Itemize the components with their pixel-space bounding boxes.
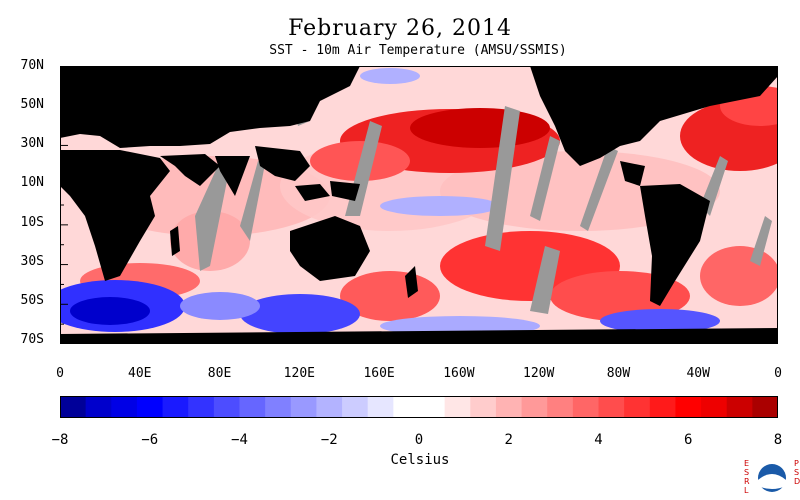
- longitude-label: 0: [774, 366, 782, 381]
- logo-letter: R: [744, 477, 750, 486]
- color-scale-tick-label: 0: [414, 432, 424, 448]
- land-masses: [60, 66, 778, 344]
- longitude-label: 80W: [606, 366, 631, 381]
- color-swatch: [290, 396, 317, 418]
- color-swatch: [624, 396, 651, 418]
- color-swatch: [598, 396, 625, 418]
- color-scale-tick-label: −2: [320, 432, 338, 448]
- longitude-label: 160W: [443, 366, 475, 381]
- color-scale-tick-label: 8: [773, 432, 783, 448]
- color-scale-tick-label: 6: [684, 432, 693, 448]
- longitude-label: 0: [56, 366, 64, 381]
- color-swatch: [316, 396, 343, 418]
- longitude-label: 80E: [207, 366, 232, 381]
- color-swatch: [701, 396, 728, 418]
- latitude-label: 50N: [20, 97, 44, 113]
- color-swatch: [495, 396, 523, 418]
- color-swatch: [342, 396, 369, 418]
- color-swatch: [444, 396, 471, 418]
- color-swatch: [367, 396, 394, 418]
- color-swatch: [265, 396, 292, 418]
- longitude-label: 40E: [128, 366, 152, 381]
- longitude-label: 160E: [363, 366, 395, 381]
- color-swatch: [60, 396, 87, 418]
- color-swatch: [649, 396, 676, 418]
- color-swatch: [188, 396, 215, 418]
- color-scale-tick-label: −8: [51, 432, 69, 448]
- latitude-label: 50S: [20, 292, 44, 308]
- logo-letter: D: [794, 477, 800, 486]
- color-swatch: [136, 396, 164, 418]
- map-title: February 26, 2014: [288, 16, 512, 41]
- color-swatch: [470, 396, 497, 418]
- color-swatch: [675, 396, 702, 418]
- units-label: Celsius: [390, 452, 450, 468]
- color-scale-tick-label: 2: [504, 432, 513, 448]
- longitude-label: 40W: [686, 366, 710, 381]
- color-swatch: [393, 396, 420, 418]
- color-scale-bar: [60, 396, 778, 418]
- latitude-label: 10N: [20, 175, 44, 191]
- sst-anomaly-map: [60, 66, 778, 344]
- color-swatch: [521, 396, 548, 418]
- noaa-esrl-logo: E S R L P S D: [744, 459, 800, 495]
- longitude-label: 120W: [523, 366, 555, 381]
- color-swatch: [162, 396, 189, 418]
- color-swatch: [239, 396, 266, 418]
- color-swatch: [752, 396, 778, 418]
- color-swatch: [547, 396, 574, 418]
- color-swatch: [726, 396, 753, 418]
- map-frame: [60, 66, 778, 344]
- longitude-label: 120E: [283, 366, 315, 381]
- color-swatch: [419, 396, 446, 418]
- color-swatch: [572, 396, 599, 418]
- color-scale-swatches: [60, 396, 778, 418]
- logo-letter: P: [794, 459, 799, 468]
- logo-letter: E: [744, 459, 749, 468]
- color-swatch: [111, 396, 138, 418]
- color-swatch: [85, 396, 112, 418]
- color-scale-tick-label: −4: [231, 432, 248, 448]
- latitude-label: 70S: [20, 332, 44, 347]
- color-swatch: [213, 396, 240, 418]
- latitude-label: 30N: [20, 136, 44, 152]
- latitude-label: 70N: [20, 58, 44, 73]
- latitude-label: 30S: [20, 253, 44, 269]
- map-subtitle: SST - 10m Air Temperature (AMSU/SSMIS): [269, 43, 567, 58]
- logo-letter: S: [744, 468, 749, 477]
- logo-letter: S: [794, 468, 799, 477]
- latitude-label: 10S: [20, 214, 44, 230]
- color-scale-tick-label: −6: [141, 432, 159, 448]
- logo-letter: L: [744, 486, 749, 495]
- color-scale-tick-label: 4: [594, 432, 603, 448]
